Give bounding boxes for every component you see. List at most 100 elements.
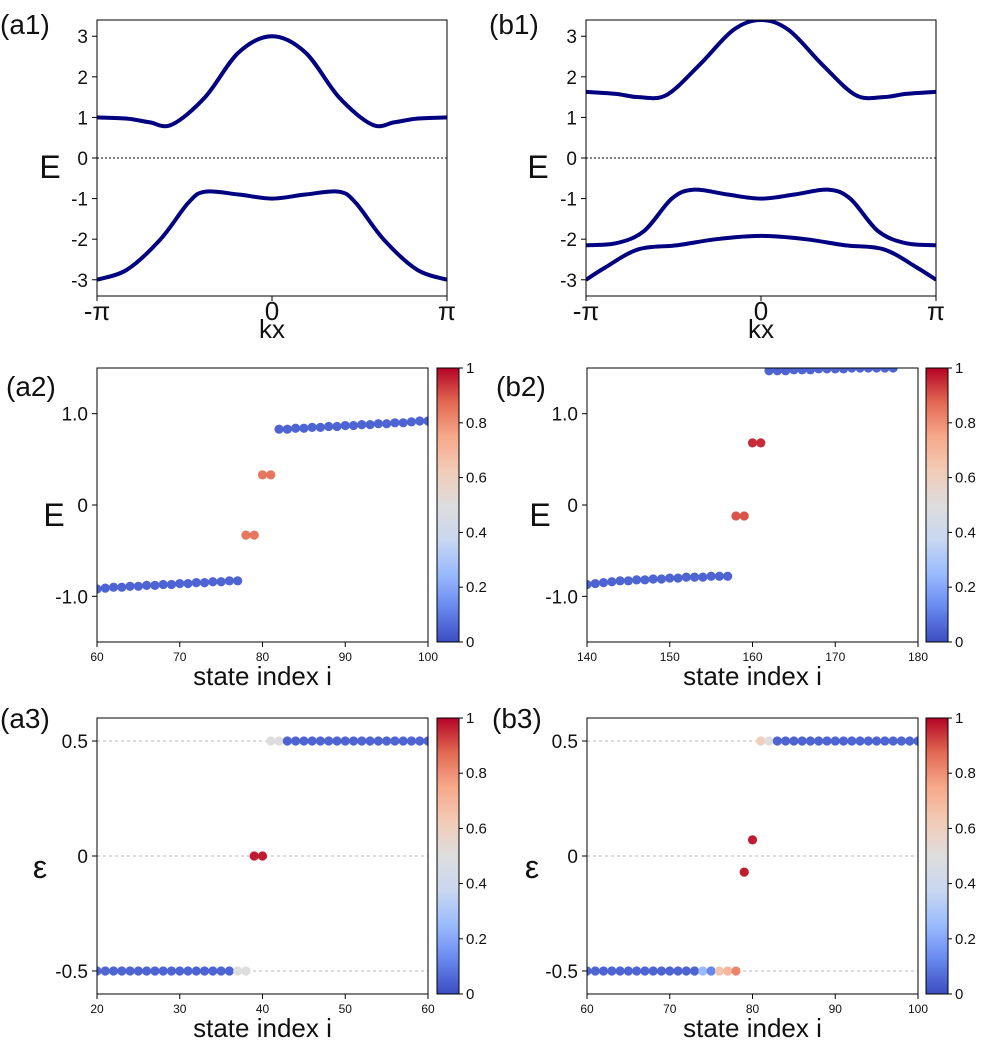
data-point [315, 736, 326, 746]
data-point [357, 420, 367, 430]
colorbar-tick-label: 0.6 [955, 470, 976, 487]
x-tick-label: 0 [754, 296, 768, 326]
colorbar-tick-label: 0 [955, 634, 963, 651]
y-tick-label: 0 [77, 149, 88, 170]
x-tick-label: 60 [580, 1002, 594, 1016]
data-point [166, 579, 177, 590]
data-point [772, 736, 782, 746]
data-point [382, 736, 392, 746]
data-point [648, 966, 658, 976]
data-point [847, 736, 857, 746]
y-tick-label: 2 [566, 68, 577, 89]
x-tick-label: π [438, 296, 456, 326]
x-tick-label: 40 [256, 1002, 270, 1016]
data-point [249, 530, 259, 540]
data-point [888, 368, 898, 373]
data-point [830, 368, 840, 374]
y-tick-label: -0.5 [55, 962, 88, 983]
data-point [838, 368, 849, 374]
x-tick-label: -π [573, 296, 600, 326]
data-point [731, 966, 741, 976]
data-point [656, 966, 667, 976]
colorbar-tick-label: 0.8 [955, 765, 976, 782]
panel-a3: (a3) 0.5 0 -0.5 20 30 40 50 60 ε state index i 1 0.8… [0, 703, 487, 1043]
y-axis-label: E [39, 149, 60, 185]
x-tick-label: 0 [265, 296, 279, 326]
data-point [249, 851, 259, 861]
data-point [880, 736, 890, 746]
data-point [598, 966, 609, 976]
x-tick-label: 160 [742, 650, 762, 664]
data-point [838, 736, 849, 746]
data-point [880, 368, 890, 373]
data-point [398, 418, 408, 428]
data-point [100, 966, 110, 976]
data-point [896, 736, 907, 746]
band-line-2 [97, 189, 447, 282]
colorbar-tick-label: 0.2 [955, 579, 976, 596]
data-point [108, 966, 119, 976]
data-point [191, 578, 201, 588]
colorbar-tick-label: 0.8 [466, 765, 487, 782]
data-point [587, 579, 592, 590]
data-point [282, 424, 292, 434]
panel-label-b1: (b1) [489, 9, 539, 40]
scatter-points [97, 416, 428, 594]
data-point [125, 581, 135, 591]
y-tick-label: 1 [77, 108, 88, 129]
panel-label-a2: (a2) [6, 371, 56, 402]
data-point [747, 438, 758, 448]
band-line-2 [586, 187, 936, 248]
x-tick-label: 100 [908, 1002, 928, 1016]
data-point [348, 420, 359, 431]
data-point [673, 966, 683, 976]
data-point [365, 736, 375, 746]
y-tick-label: 0 [77, 496, 88, 517]
data-point [406, 736, 417, 746]
data-point [822, 368, 832, 374]
plot-frame [96, 367, 429, 643]
data-point [814, 368, 824, 374]
panel-label-a3: (a3) [0, 703, 50, 734]
colorbar-tick-label: 0 [466, 634, 474, 651]
x-tick-label: 90 [829, 1002, 843, 1016]
data-point [714, 966, 725, 976]
data-point [133, 581, 143, 591]
data-point [282, 736, 292, 746]
y-tick-label: -3 [560, 271, 577, 292]
data-point [789, 368, 799, 375]
data-point [706, 571, 716, 581]
data-point [781, 368, 791, 376]
data-point [233, 576, 243, 586]
data-point [224, 966, 234, 976]
data-point [108, 582, 119, 592]
colorbar-tick-label: 0.8 [955, 415, 976, 432]
colorbar [925, 717, 949, 995]
data-point [324, 421, 334, 432]
x-tick-label: π [927, 296, 945, 326]
panel-label-b2: (b2) [496, 371, 546, 402]
data-point [623, 576, 633, 586]
data-point [257, 470, 268, 480]
data-point [640, 575, 650, 585]
data-point [747, 835, 758, 845]
y-tick-label: 0.5 [62, 732, 88, 753]
data-point [681, 572, 691, 582]
data-point [332, 736, 342, 746]
data-point [640, 966, 650, 976]
data-point [299, 736, 309, 746]
x-axis-label: state index i [683, 661, 822, 691]
colorbar-tick-label: 0 [466, 986, 474, 1003]
scatter-points [587, 736, 918, 976]
x-tick-label: 70 [663, 1002, 677, 1016]
data-point [125, 966, 135, 976]
data-point [863, 736, 873, 746]
y-tick-label: -2 [71, 230, 88, 251]
y-tick-label: 0.5 [552, 732, 578, 753]
y-tick-label: 0 [567, 847, 578, 868]
data-point [607, 577, 617, 587]
colorbar [436, 367, 460, 643]
data-point [789, 736, 799, 746]
